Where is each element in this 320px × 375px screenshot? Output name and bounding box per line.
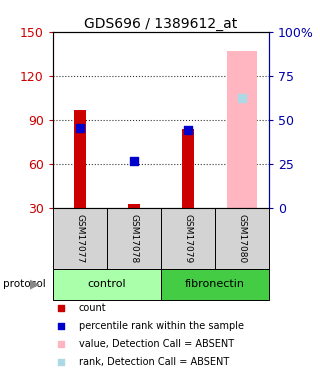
Point	[59, 359, 64, 365]
Point	[59, 306, 64, 312]
Text: GSM17077: GSM17077	[75, 214, 84, 263]
Point	[59, 341, 64, 347]
Text: GSM17079: GSM17079	[183, 214, 192, 263]
Text: protocol: protocol	[3, 279, 46, 290]
Bar	[128, 204, 140, 209]
Text: GSM17078: GSM17078	[129, 214, 138, 263]
Point	[131, 158, 136, 164]
Bar	[53, 269, 161, 300]
Bar	[74, 110, 86, 209]
Point	[185, 128, 190, 134]
Text: value, Detection Call = ABSENT: value, Detection Call = ABSENT	[79, 339, 234, 350]
Text: control: control	[87, 279, 126, 290]
Bar	[161, 269, 269, 300]
Bar	[53, 209, 107, 269]
Bar	[227, 51, 257, 209]
Bar	[107, 209, 161, 269]
Text: count: count	[79, 303, 106, 313]
Bar	[182, 129, 194, 209]
Text: GSM17080: GSM17080	[237, 214, 246, 263]
Bar	[215, 209, 269, 269]
Text: ▶: ▶	[30, 278, 40, 291]
Text: fibronectin: fibronectin	[185, 279, 245, 290]
Point	[77, 124, 82, 130]
Point	[59, 323, 64, 329]
Text: rank, Detection Call = ABSENT: rank, Detection Call = ABSENT	[79, 357, 229, 367]
Point	[239, 95, 244, 101]
Bar	[161, 209, 215, 269]
Title: GDS696 / 1389612_at: GDS696 / 1389612_at	[84, 17, 237, 31]
Text: percentile rank within the sample: percentile rank within the sample	[79, 321, 244, 332]
